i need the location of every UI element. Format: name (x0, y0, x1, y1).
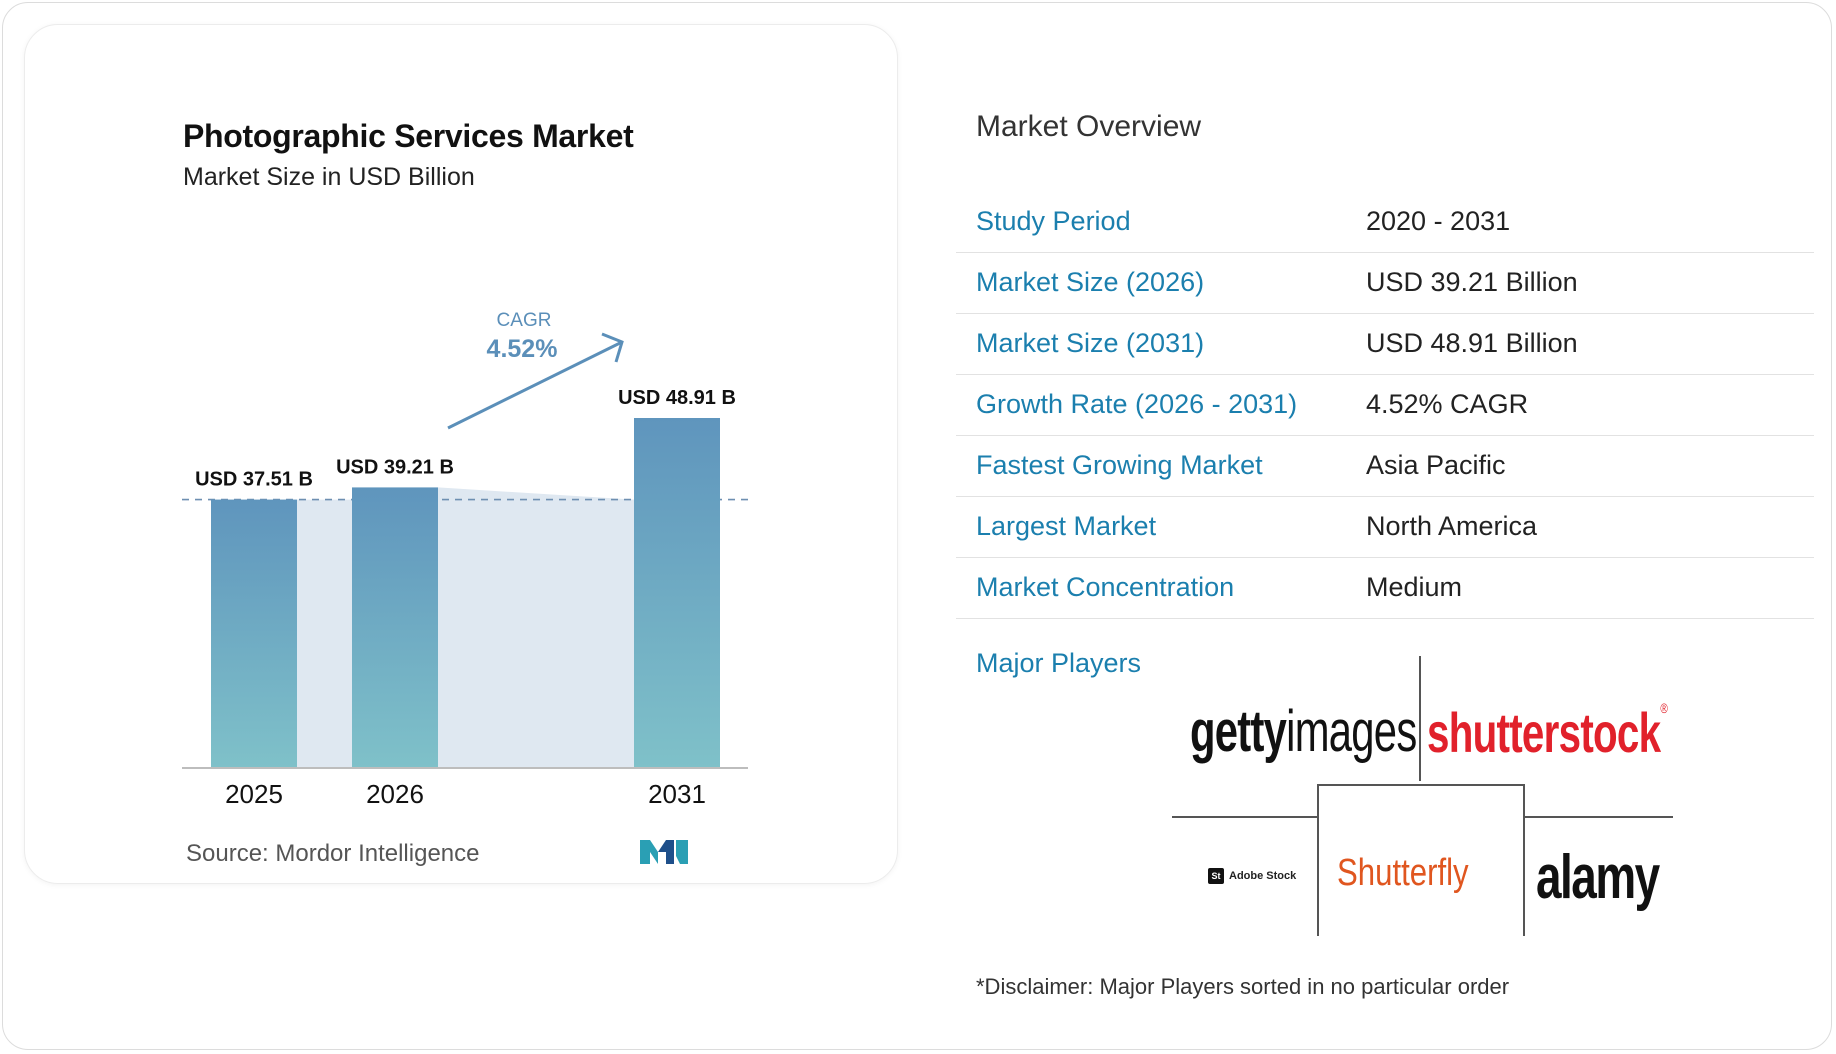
bar-2025 (211, 499, 297, 768)
row-value: Medium (1366, 572, 1463, 602)
major-players-logos: gettyimages shutterstock® St Adobe Stock … (1170, 652, 1680, 940)
bar-2026 (352, 487, 438, 768)
chart-subtitle: Market Size in USD Billion (183, 163, 475, 191)
adobe-stock-logo: St Adobe Stock (1208, 868, 1296, 884)
overview-row: Market Concentration Medium (956, 558, 1814, 619)
logo-divider (1317, 784, 1523, 786)
x-tick-label: 2031 (648, 779, 706, 809)
overview-row: Market Size (2026) USD 39.21 Billion (956, 253, 1814, 314)
row-label: Fastest Growing Market (976, 450, 1263, 480)
overview-row: Fastest Growing Market Asia Pacific (956, 436, 1814, 497)
row-label: Growth Rate (2026 - 2031) (976, 389, 1298, 419)
logo-divider (1172, 816, 1317, 818)
row-label: Largest Market (976, 511, 1157, 541)
shutterstock-logo: shutterstock® (1427, 700, 1668, 764)
x-tick-label: 2026 (366, 779, 424, 809)
shutterfly-logo: Shutterfly (1337, 852, 1469, 894)
row-label: Market Concentration (976, 572, 1235, 602)
cagr-label: CAGR (497, 310, 552, 331)
band-area (297, 499, 352, 768)
bar-2031 (634, 418, 720, 768)
row-value: 2020 - 2031 (1366, 206, 1511, 236)
overview-row: Largest Market North America (956, 497, 1814, 558)
row-value: USD 48.91 Billion (1366, 328, 1578, 358)
row-label: Market Size (2026) (976, 267, 1205, 297)
data-label: USD 37.51 B (195, 469, 313, 491)
logo-divider (1317, 784, 1319, 936)
adobe-stock-icon: St (1208, 868, 1224, 884)
overview-title: Market Overview (976, 110, 1202, 143)
band-area (438, 487, 634, 768)
logo-divider (1523, 784, 1525, 936)
row-label: Market Size (2031) (976, 328, 1205, 358)
source-note: Source: Mordor Intelligence (186, 840, 480, 867)
alamy-logo: alamy (1536, 843, 1660, 912)
logo-divider (1419, 656, 1421, 781)
overview-row: Growth Rate (2026 - 2031) 4.52% CAGR (956, 375, 1814, 436)
disclaimer: *Disclaimer: Major Players sorted in no … (976, 974, 1510, 999)
cagr-value: 4.52% (487, 335, 558, 363)
chart-title: Photographic Services Market (183, 118, 634, 154)
x-tick-label: 2025 (225, 779, 283, 809)
row-value: USD 39.21 Billion (1366, 267, 1578, 297)
mordor-intelligence-logo-icon (640, 840, 688, 864)
row-value: 4.52% CAGR (1366, 389, 1529, 419)
row-label: Study Period (976, 206, 1131, 236)
overview-table: Study Period 2020 - 2031 Market Size (20… (956, 192, 1814, 619)
data-label: USD 48.91 B (618, 387, 736, 409)
bar-chart: 2025 2026 2031 USD 37.51 B USD 39.21 B USD 48… (182, 310, 752, 809)
gettyimages-logo: gettyimages (1190, 699, 1417, 764)
row-value: North America (1366, 511, 1538, 541)
cagr-arrow (447, 340, 623, 430)
overview-row: Market Size (2031) USD 48.91 Billion (956, 314, 1814, 375)
row-value: Asia Pacific (1366, 450, 1506, 480)
major-players-label: Major Players (976, 648, 1142, 678)
overview-row: Study Period 2020 - 2031 (956, 192, 1814, 253)
cagr-arrowhead-icon (601, 332, 624, 363)
data-label: USD 39.21 B (336, 456, 454, 478)
logo-divider (1523, 816, 1673, 818)
